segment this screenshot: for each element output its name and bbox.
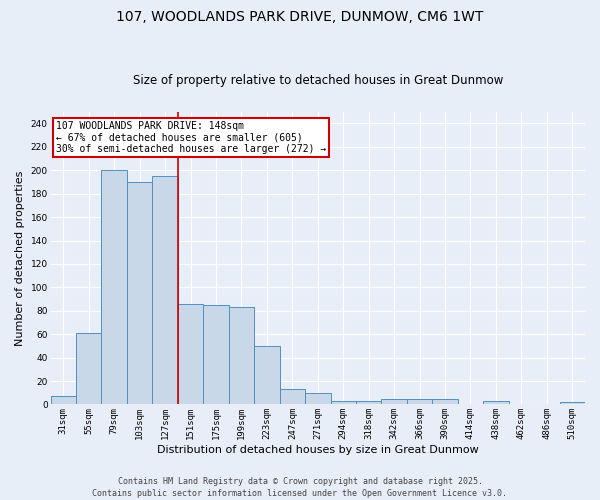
Bar <box>76 333 101 404</box>
Bar <box>50 396 76 404</box>
Bar <box>229 308 254 404</box>
Bar <box>331 401 356 404</box>
Text: 107, WOODLANDS PARK DRIVE, DUNMOW, CM6 1WT: 107, WOODLANDS PARK DRIVE, DUNMOW, CM6 1… <box>116 10 484 24</box>
Bar <box>305 392 331 404</box>
Bar <box>433 398 458 404</box>
Bar <box>382 398 407 404</box>
Bar <box>356 401 382 404</box>
Bar <box>407 398 433 404</box>
Bar <box>254 346 280 405</box>
Bar <box>280 389 305 404</box>
Title: Size of property relative to detached houses in Great Dunmow: Size of property relative to detached ho… <box>133 74 503 87</box>
X-axis label: Distribution of detached houses by size in Great Dunmow: Distribution of detached houses by size … <box>157 445 479 455</box>
Bar <box>101 170 127 404</box>
Y-axis label: Number of detached properties: Number of detached properties <box>15 170 25 346</box>
Bar <box>127 182 152 404</box>
Text: Contains HM Land Registry data © Crown copyright and database right 2025.
Contai: Contains HM Land Registry data © Crown c… <box>92 476 508 498</box>
Bar <box>178 304 203 404</box>
Bar <box>483 401 509 404</box>
Bar <box>560 402 585 404</box>
Bar <box>203 305 229 404</box>
Text: 107 WOODLANDS PARK DRIVE: 148sqm
← 67% of detached houses are smaller (605)
30% : 107 WOODLANDS PARK DRIVE: 148sqm ← 67% o… <box>56 120 326 154</box>
Bar <box>152 176 178 404</box>
